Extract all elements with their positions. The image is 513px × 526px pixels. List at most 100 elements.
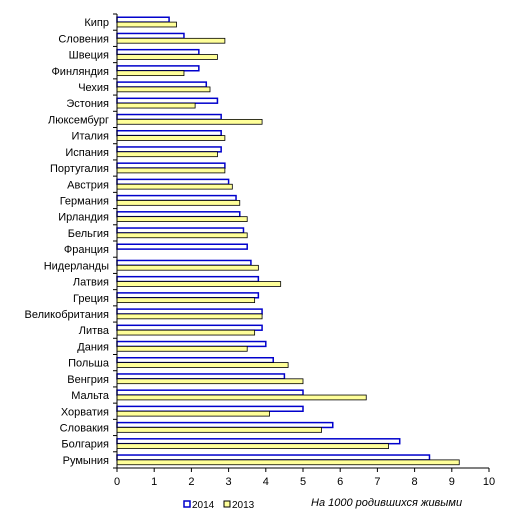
category-label: Польша [68, 358, 110, 370]
bar-2014 [116, 324, 263, 331]
x-tick-label: 10 [483, 476, 495, 488]
x-tick-label: 8 [412, 476, 418, 488]
bar-2014 [116, 438, 401, 445]
x-tick-label: 6 [337, 476, 343, 488]
category-label: Кипр [84, 17, 109, 29]
bar-2013 [116, 362, 289, 368]
x-tick-label: 3 [226, 476, 232, 488]
legend-label-2013: 2013 [232, 500, 255, 511]
category-label: Латвия [73, 277, 109, 289]
bar-2014 [116, 48, 200, 56]
category-label: Литва [79, 325, 110, 337]
category-label: Венгрия [67, 374, 109, 386]
category-label: Германия [60, 195, 109, 207]
bar-2013 [116, 167, 226, 174]
bar-2014 [116, 373, 286, 380]
category-label: Словения [58, 33, 109, 45]
category-label: Португалия [50, 163, 109, 175]
bar-2014 [116, 292, 260, 299]
category-label: Греция [73, 293, 109, 305]
legend-swatch-2013 [223, 500, 231, 508]
x-tick-label: 1 [151, 476, 157, 488]
bar-2014 [116, 65, 200, 72]
bar-2014 [116, 308, 263, 315]
bar-2013 [116, 459, 460, 466]
category-label: Франция [64, 244, 109, 256]
bar-2013 [116, 151, 218, 158]
bar-2014 [116, 32, 185, 40]
x-tick-label: 5 [300, 476, 306, 488]
bar-2014 [116, 129, 222, 137]
category-label: Чехия [78, 82, 109, 94]
legend-label-2014: 2014 [192, 500, 215, 511]
category-label: Словакия [60, 422, 109, 434]
category-label: Хорватия [61, 406, 109, 418]
bar-2013 [116, 183, 233, 190]
bar-2014 [116, 356, 274, 364]
category-label: Румыния [63, 455, 109, 467]
bar-2013 [116, 345, 248, 352]
legend: 2014 2013 [183, 500, 255, 511]
x-tick-label: 7 [374, 476, 380, 488]
category-label: Финляндия [51, 66, 109, 78]
category-label: Великобритания [25, 309, 110, 321]
bar-2014 [116, 113, 222, 121]
bar-2013 [116, 394, 367, 401]
bar-2014 [116, 146, 222, 153]
bar-2013 [116, 135, 226, 141]
x-tick-label: 4 [263, 476, 269, 488]
category-label: Бельгия [68, 228, 109, 240]
category-label: Швеция [69, 50, 109, 62]
x-tick-label: 2 [188, 476, 194, 488]
bar-2013 [116, 297, 256, 304]
bar-2013 [116, 37, 226, 44]
axes [113, 13, 489, 469]
bar-2014 [116, 227, 245, 234]
bar-2013 [116, 118, 263, 125]
bar-2013 [116, 443, 389, 449]
bar-2013 [116, 21, 177, 28]
bar-2014 [116, 178, 230, 185]
legend-swatch-2014 [183, 500, 191, 508]
bar-2013 [116, 410, 270, 417]
bar-2014 [116, 405, 304, 412]
bar-2014 [116, 389, 304, 396]
bar-2014 [116, 81, 208, 88]
bar-2013 [116, 281, 282, 287]
bar-2013 [116, 427, 323, 433]
bar-2014 [116, 454, 431, 461]
category-label: Ирландия [58, 212, 109, 224]
bar-2014 [116, 97, 219, 104]
bar-2014 [116, 16, 170, 23]
category-label: Болгария [61, 439, 109, 451]
bar-2013 [116, 70, 185, 77]
bar-2014 [116, 340, 267, 348]
bar-2014 [116, 194, 237, 202]
bar-2013 [116, 216, 248, 222]
bar-2013 [116, 54, 218, 60]
category-label: Люксембург [48, 114, 109, 126]
x-axis-title: На 1000 родившихся живыми [311, 497, 462, 509]
category-label: Австрия [67, 179, 109, 191]
category-label: Дания [77, 341, 109, 353]
category-label: Эстония [66, 98, 109, 110]
bar-2014 [116, 162, 226, 169]
bar-2013 [116, 102, 196, 109]
x-ticks: 0 1 2 3 4 5 6 7 8 9 10 [114, 468, 495, 488]
bar-2013 [116, 86, 211, 93]
bar-2013 [116, 232, 248, 239]
category-label: Нидерланды [44, 260, 109, 272]
category-labels: Кипр Словения Швеция Финляндия Чехия Эстония Л… [25, 17, 110, 467]
bar-2013 [116, 329, 256, 336]
bar-2013 [116, 313, 263, 320]
x-tick-label: 0 [114, 476, 120, 488]
bars-layer [116, 16, 460, 466]
bar-2014 [116, 259, 252, 267]
bar-2013 [116, 264, 259, 271]
category-label: Испания [65, 147, 109, 159]
bar-2013 [116, 378, 304, 385]
bar-2014 [116, 243, 248, 250]
bar-2014 [116, 421, 334, 429]
category-label: Мальта [71, 390, 110, 402]
